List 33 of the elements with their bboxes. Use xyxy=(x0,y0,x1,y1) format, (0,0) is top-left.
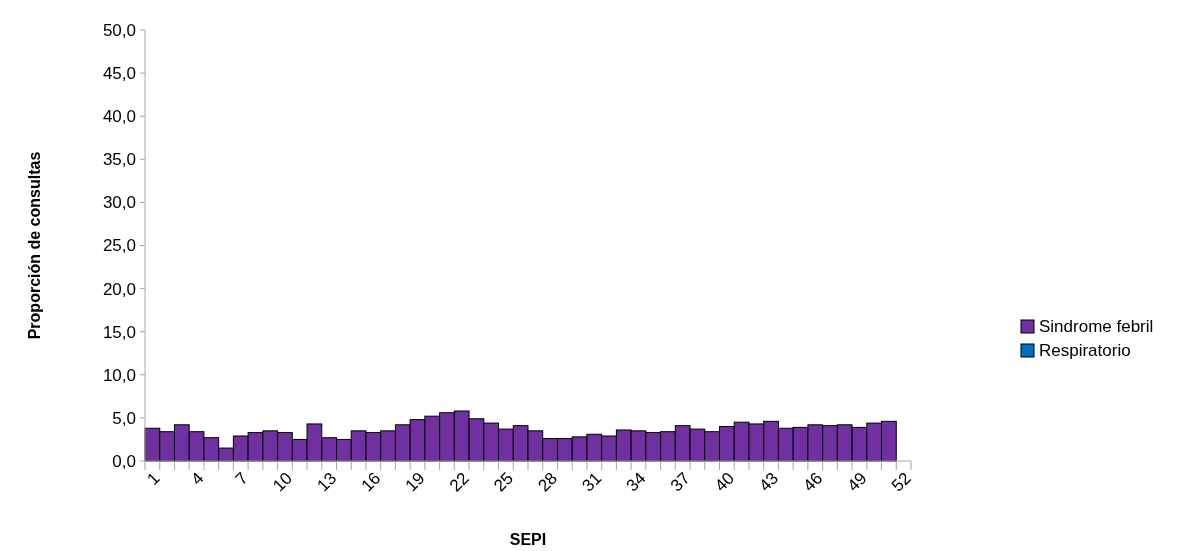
x-tick-label: 31 xyxy=(578,468,606,496)
y-tick-label: 25,0 xyxy=(102,236,136,256)
x-tick-label: 13 xyxy=(313,468,341,496)
y-tick-label: 45,0 xyxy=(102,64,136,84)
y-tick-label: 40,0 xyxy=(102,107,136,127)
y-tick-label: 20,0 xyxy=(102,279,136,299)
x-tick-label: 49 xyxy=(843,468,871,496)
y-tick-label: 0,0 xyxy=(112,451,136,471)
x-tick-label: 40 xyxy=(711,468,738,496)
x-tick-label: 22 xyxy=(445,468,473,496)
x-tick-label: 46 xyxy=(799,468,827,496)
x-tick-label: 37 xyxy=(666,468,694,496)
x-tick-label: 16 xyxy=(357,468,385,496)
legend-label: Sindrome febril xyxy=(1039,316,1154,336)
y-tick-label: 5,0 xyxy=(112,408,136,428)
x-tick-label: 7 xyxy=(231,468,252,489)
x-tick-label: 19 xyxy=(401,468,429,496)
x-tick-label: 43 xyxy=(755,468,783,496)
y-tick-label: 30,0 xyxy=(102,193,136,213)
legend-label: Respiratorio xyxy=(1039,340,1131,360)
x-tick-label: 1 xyxy=(143,468,164,489)
y-tick-label: 10,0 xyxy=(102,365,136,385)
x-tick-label: 10 xyxy=(269,468,296,496)
x-tick-label: 25 xyxy=(490,468,517,496)
y-tick-label: 15,0 xyxy=(102,322,136,342)
x-tick-label: 4 xyxy=(187,468,208,489)
x-tick-label: 28 xyxy=(534,468,562,496)
y-axis-title: Proporción de consultas xyxy=(26,151,43,340)
x-tick-label: 34 xyxy=(622,468,650,496)
y-tick-label: 50,0 xyxy=(102,20,136,40)
x-tick-label: 52 xyxy=(887,468,915,496)
y-tick-label: 35,0 xyxy=(102,150,136,170)
x-axis-title: SEPI xyxy=(509,531,547,548)
